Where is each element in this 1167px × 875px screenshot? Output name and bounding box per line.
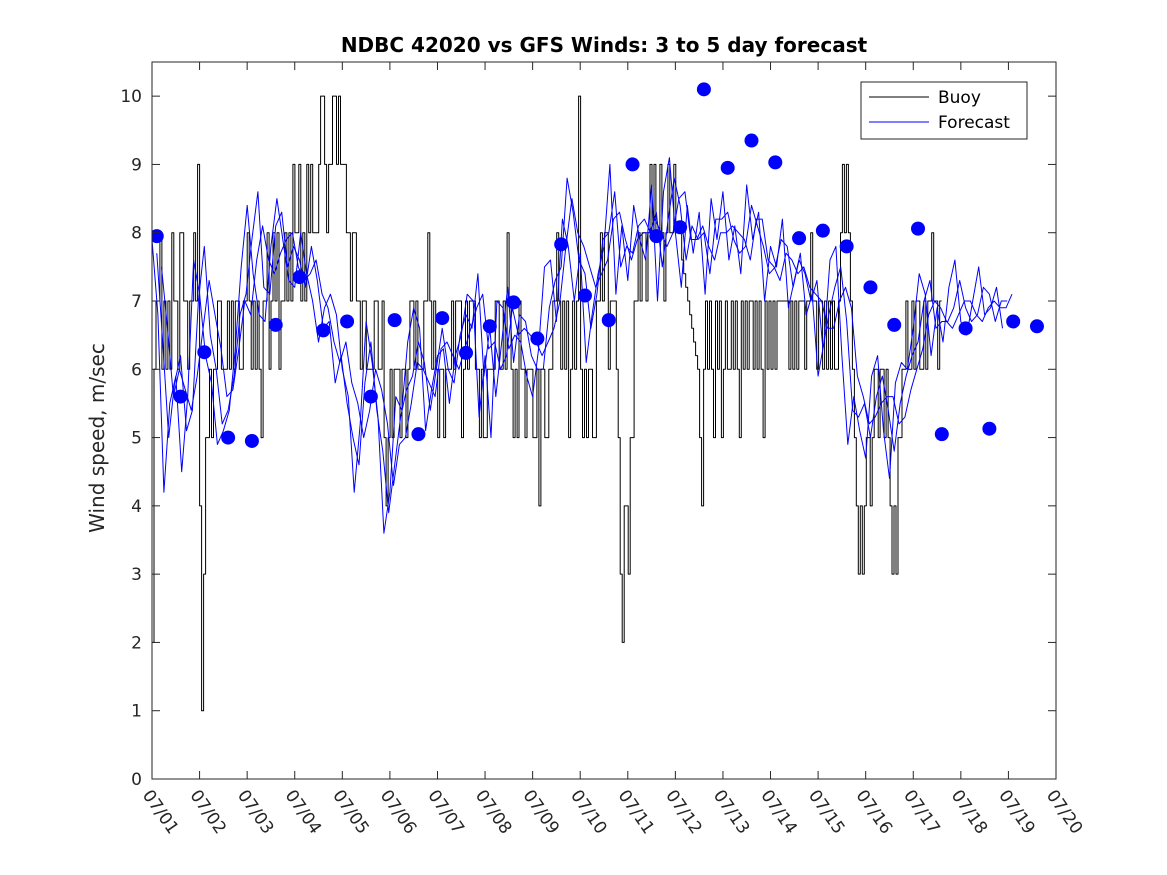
buoy-line [152, 95, 942, 712]
forecast-marker [744, 133, 759, 148]
forecast-marker [601, 313, 616, 328]
forecast-marker [839, 239, 854, 254]
forecast-marker [530, 331, 545, 346]
forecast-marker [934, 427, 949, 442]
forecast-line [156, 177, 1008, 514]
forecast-marker [1029, 319, 1044, 334]
forecast-marker [554, 237, 569, 252]
forecast-marker [340, 314, 355, 329]
forecast-marker [673, 220, 688, 235]
forecast-marker [958, 321, 973, 336]
y-tick-label: 6 [131, 360, 142, 380]
forecast-marker [815, 223, 830, 238]
y-tick-label: 7 [131, 292, 142, 312]
forecast-marker [244, 433, 259, 448]
forecast-marker [292, 270, 307, 285]
forecast-marker [863, 280, 878, 295]
y-tick-label: 9 [131, 155, 142, 175]
forecast-marker [982, 421, 997, 436]
y-axis-label: Wind speed, m/sec [85, 343, 109, 533]
forecast-marker [720, 160, 735, 175]
forecast-marker [316, 323, 331, 338]
forecast-marker [387, 313, 402, 328]
forecast-marker [577, 288, 592, 303]
forecast-marker [696, 82, 711, 97]
y-tick-label: 10 [120, 87, 142, 107]
forecast-line [152, 157, 1003, 534]
forecast-marker [268, 317, 283, 332]
forecast-marker [911, 221, 926, 236]
series-layer [152, 82, 1044, 712]
forecast-marker [768, 155, 783, 170]
forecast-marker [411, 427, 426, 442]
y-tick-label: 4 [131, 497, 142, 517]
forecast-marker [363, 389, 378, 404]
forecast-marker [649, 229, 664, 244]
forecast-marker [792, 231, 807, 246]
y-tick-label: 3 [131, 565, 142, 585]
forecast-marker [221, 430, 236, 445]
forecast-marker [482, 319, 497, 334]
y-tick-label: 1 [131, 702, 142, 722]
y-tick-label: 8 [131, 224, 142, 244]
forecast-marker [506, 295, 521, 310]
forecast-marker [887, 317, 902, 332]
legend-label: Buoy [938, 88, 981, 108]
legend: Buoy Forecast [860, 81, 1028, 140]
forecast-marker [459, 345, 474, 360]
y-tick-label: 5 [131, 429, 142, 449]
y-tick-label: 2 [131, 633, 142, 653]
forecast-marker [197, 345, 212, 360]
chart-title: NDBC 42020 vs GFS Winds: 3 to 5 day fore… [341, 33, 868, 57]
legend-box [860, 81, 1028, 140]
y-tick-label: 0 [131, 770, 142, 790]
plot-frame [151, 61, 1057, 780]
forecast-marker [625, 157, 640, 172]
forecast-marker [435, 311, 450, 326]
legend-label: Forecast [938, 113, 1010, 133]
forecast-marker [173, 389, 188, 404]
forecast-marker [1006, 314, 1021, 329]
